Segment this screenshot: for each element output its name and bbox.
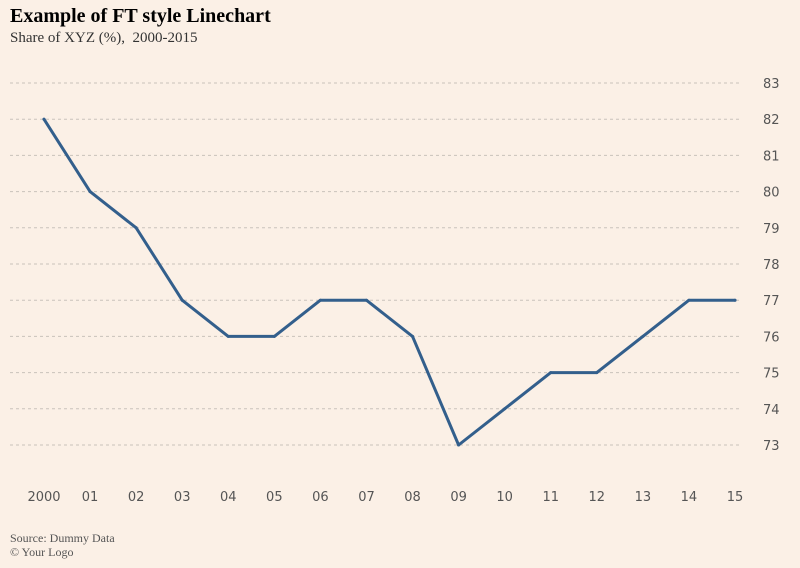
data-point bbox=[272, 334, 276, 338]
x-tick-label: 05 bbox=[266, 490, 283, 505]
grid-layer bbox=[10, 82, 740, 446]
logo-credit: © Your Logo bbox=[10, 545, 74, 559]
x-tick-label: 14 bbox=[681, 490, 698, 505]
y-tick-label: 82 bbox=[763, 113, 780, 128]
x-tick-label: 08 bbox=[404, 490, 421, 505]
x-axis-ticks: 2000 01 02 03 04 05 06 07 08 09 10 11 12 13 14 15 bbox=[27, 490, 743, 505]
chart-title: Example of FT style Linechart bbox=[10, 5, 271, 27]
y-tick-label: 78 bbox=[763, 258, 780, 273]
series-line bbox=[42, 117, 737, 447]
source-note: Source: Dummy Data bbox=[10, 531, 115, 545]
y-axis-ticks: 73 74 75 76 77 78 79 80 81 82 83 bbox=[763, 77, 780, 454]
data-point bbox=[411, 334, 415, 338]
data-point bbox=[226, 334, 230, 338]
x-tick-label: 12 bbox=[589, 490, 606, 505]
data-point bbox=[503, 407, 507, 411]
data-point bbox=[42, 117, 46, 121]
data-point bbox=[318, 298, 322, 302]
data-point bbox=[134, 226, 138, 230]
y-tick-label: 77 bbox=[763, 294, 780, 309]
x-tick-label: 2000 bbox=[27, 490, 60, 505]
x-tick-label: 13 bbox=[635, 490, 652, 505]
x-tick-label: 04 bbox=[220, 490, 237, 505]
x-tick-label: 07 bbox=[358, 490, 375, 505]
x-tick-label: 06 bbox=[312, 490, 329, 505]
y-tick-label: 79 bbox=[763, 222, 780, 237]
x-tick-label: 11 bbox=[542, 490, 559, 505]
data-point bbox=[457, 443, 461, 447]
series-layer bbox=[42, 117, 737, 447]
data-point bbox=[641, 334, 645, 338]
y-tick-label: 73 bbox=[763, 439, 780, 454]
y-tick-label: 76 bbox=[763, 330, 780, 345]
x-tick-label: 15 bbox=[727, 490, 744, 505]
y-tick-label: 75 bbox=[763, 367, 780, 382]
y-tick-label: 81 bbox=[763, 149, 780, 164]
x-tick-label: 09 bbox=[450, 490, 467, 505]
data-point bbox=[733, 298, 737, 302]
data-point bbox=[364, 298, 368, 302]
x-tick-label: 02 bbox=[128, 490, 145, 505]
data-point bbox=[180, 298, 184, 302]
y-tick-label: 74 bbox=[763, 403, 780, 418]
data-point bbox=[595, 371, 599, 375]
data-point bbox=[88, 190, 92, 194]
chart-subtitle: Share of XYZ (%), 2000-2015 bbox=[10, 30, 198, 46]
y-tick-label: 83 bbox=[763, 77, 780, 92]
x-tick-label: 03 bbox=[174, 490, 191, 505]
data-point bbox=[687, 298, 691, 302]
data-point bbox=[549, 371, 553, 375]
y-tick-label: 80 bbox=[763, 186, 780, 201]
x-tick-label: 10 bbox=[496, 490, 513, 505]
x-tick-label: 01 bbox=[82, 490, 99, 505]
